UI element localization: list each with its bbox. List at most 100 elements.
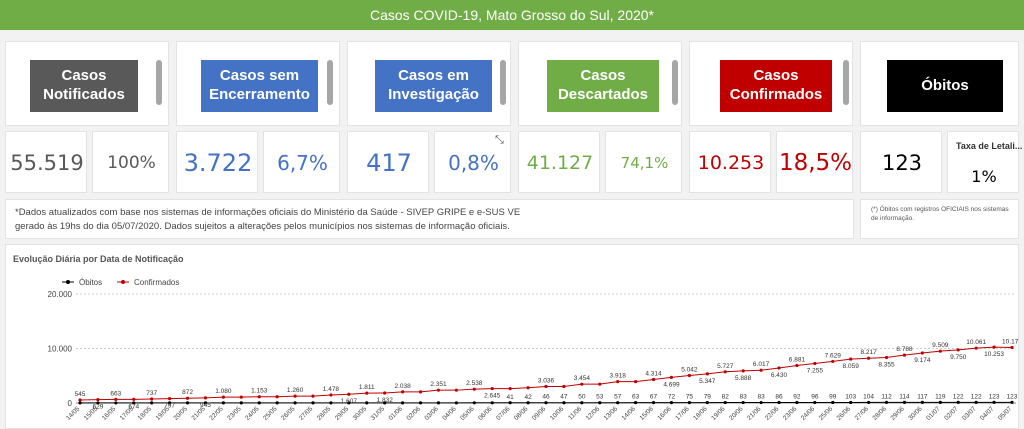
data-label: 9.509: [932, 342, 949, 349]
data-label: 79: [704, 394, 712, 401]
x-tick-label: 08/06: [513, 405, 530, 422]
data-label: 112: [881, 393, 892, 400]
data-point: [562, 384, 566, 389]
y-tick-label: 10.000: [48, 345, 73, 354]
data-point: [329, 393, 333, 397]
card-confirmados-header: Casos Confirmados: [689, 41, 853, 126]
sem-encerramento-pct: 6,7%: [277, 151, 328, 175]
header-obitos: Óbitos: [887, 60, 1003, 112]
card-investigacao-pct: 0,8% ⤡: [434, 131, 511, 193]
scrollbar[interactable]: [672, 60, 678, 105]
expand-icon[interactable]: ⤡: [495, 134, 504, 146]
data-point: [221, 395, 225, 399]
x-tick-label: 11/06: [567, 405, 583, 421]
data-label: 1.080: [215, 388, 232, 395]
x-tick-label: 01/06: [388, 405, 405, 422]
data-label: 114: [899, 393, 910, 400]
data-label: 5.042: [681, 367, 698, 374]
data-label: 57: [614, 394, 622, 401]
data-label: 50: [578, 394, 586, 401]
data-point: [849, 400, 853, 405]
data-point: [311, 394, 315, 398]
data-point: [741, 400, 745, 405]
data-label: 1.832: [377, 397, 394, 404]
x-tick-label: 14/06: [621, 405, 638, 422]
data-point: [687, 400, 691, 405]
data-label: 1.811: [359, 384, 375, 391]
data-point: [902, 400, 907, 404]
card-descartados-value: 41.127: [518, 131, 600, 193]
data-point: [401, 401, 405, 405]
x-tick-label: 03/06: [423, 405, 440, 422]
data-point: [759, 368, 763, 372]
data-point: [938, 400, 942, 404]
data-label: 7.255: [807, 367, 824, 374]
data-point: [150, 401, 154, 405]
data-label: 72: [668, 394, 676, 401]
header-notificados: Casos Notificados: [30, 60, 138, 112]
data-label: 5.347: [699, 378, 716, 385]
notes-card: *Dados atualizados com base nos sistemas…: [5, 199, 854, 239]
x-tick-label: 20/06: [728, 405, 745, 422]
data-label: 122: [953, 393, 964, 400]
data-point: [472, 401, 476, 405]
data-point: [544, 384, 548, 389]
data-point: [490, 401, 494, 405]
scrollbar[interactable]: [500, 60, 506, 105]
data-point: [472, 387, 476, 391]
data-label: 4.699: [663, 381, 680, 388]
data-point: [275, 401, 279, 405]
data-point: [974, 400, 978, 404]
data-point: [580, 382, 584, 386]
data-point: [293, 401, 297, 405]
data-point: [723, 400, 727, 405]
data-point: [132, 397, 136, 401]
card-descartados-pct: 74,1%: [605, 131, 682, 193]
data-point: [383, 401, 387, 405]
data-label: 8.355: [878, 361, 895, 368]
x-tick-label: 04/07: [979, 405, 996, 422]
x-tick-label: 21/06: [746, 405, 763, 422]
note-line-1: *Dados atualizados com base nos sistemas…: [15, 207, 521, 218]
x-tick-label: 19/06: [710, 405, 727, 422]
data-point: [598, 401, 602, 405]
data-label: 103: [845, 393, 856, 400]
data-point: [114, 397, 118, 401]
data-point: [526, 386, 530, 390]
chart-title: Evolução Diária por Data de Notificação: [13, 254, 184, 264]
dashboard-title: Casos COVID-19, Mato Grosso do Sul, 2020…: [0, 0, 1024, 30]
data-point: [383, 391, 387, 395]
data-label: 53: [596, 394, 604, 401]
data-label: 872: [182, 389, 193, 396]
card-confirmados-value: 10.253: [689, 131, 771, 193]
data-point: [795, 363, 799, 368]
data-label: 10.253: [984, 351, 1004, 358]
x-tick-label: 23/05: [226, 405, 243, 422]
scrollbar[interactable]: [156, 60, 162, 105]
x-tick-label: 12/06: [585, 405, 602, 422]
data-label: 83: [740, 394, 748, 401]
data-label: 83: [757, 394, 765, 401]
data-point: [239, 401, 243, 405]
data-point: [831, 400, 835, 405]
x-tick-label: 30/06: [907, 405, 924, 422]
scrollbar[interactable]: [327, 60, 333, 105]
data-point: [168, 401, 172, 405]
data-point: [669, 375, 674, 379]
sem-encerramento-value: 3.722: [183, 149, 253, 177]
data-point: [902, 353, 907, 357]
data-point: [705, 372, 709, 376]
header-sem-encerramento: Casos sem Encerramento: [201, 60, 318, 112]
data-label: 10.179: [1002, 339, 1019, 346]
data-label: 4.314: [645, 370, 662, 377]
data-label: 92: [793, 393, 801, 400]
data-label: 2.645: [484, 393, 501, 400]
scrollbar[interactable]: [843, 60, 849, 105]
card-descartados-header: Casos Descartados: [518, 41, 682, 126]
data-label: 1.153: [251, 388, 268, 395]
x-tick-label: 17/06: [674, 405, 691, 422]
data-point: [365, 391, 369, 395]
data-label: 737: [146, 390, 157, 397]
data-label: 42: [524, 394, 532, 401]
descartados-value: 41.127: [526, 152, 594, 174]
